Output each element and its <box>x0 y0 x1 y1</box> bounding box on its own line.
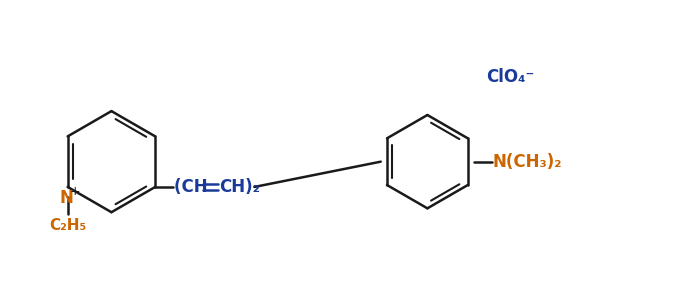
Text: +: + <box>70 185 81 198</box>
Text: C₂H₅: C₂H₅ <box>49 218 86 233</box>
Text: CH)₂: CH)₂ <box>219 178 260 196</box>
Text: (CH: (CH <box>174 178 213 196</box>
Text: N: N <box>60 189 73 207</box>
Text: N(CH₃)₂: N(CH₃)₂ <box>493 153 562 171</box>
Text: ClO₄⁻: ClO₄⁻ <box>486 68 534 86</box>
